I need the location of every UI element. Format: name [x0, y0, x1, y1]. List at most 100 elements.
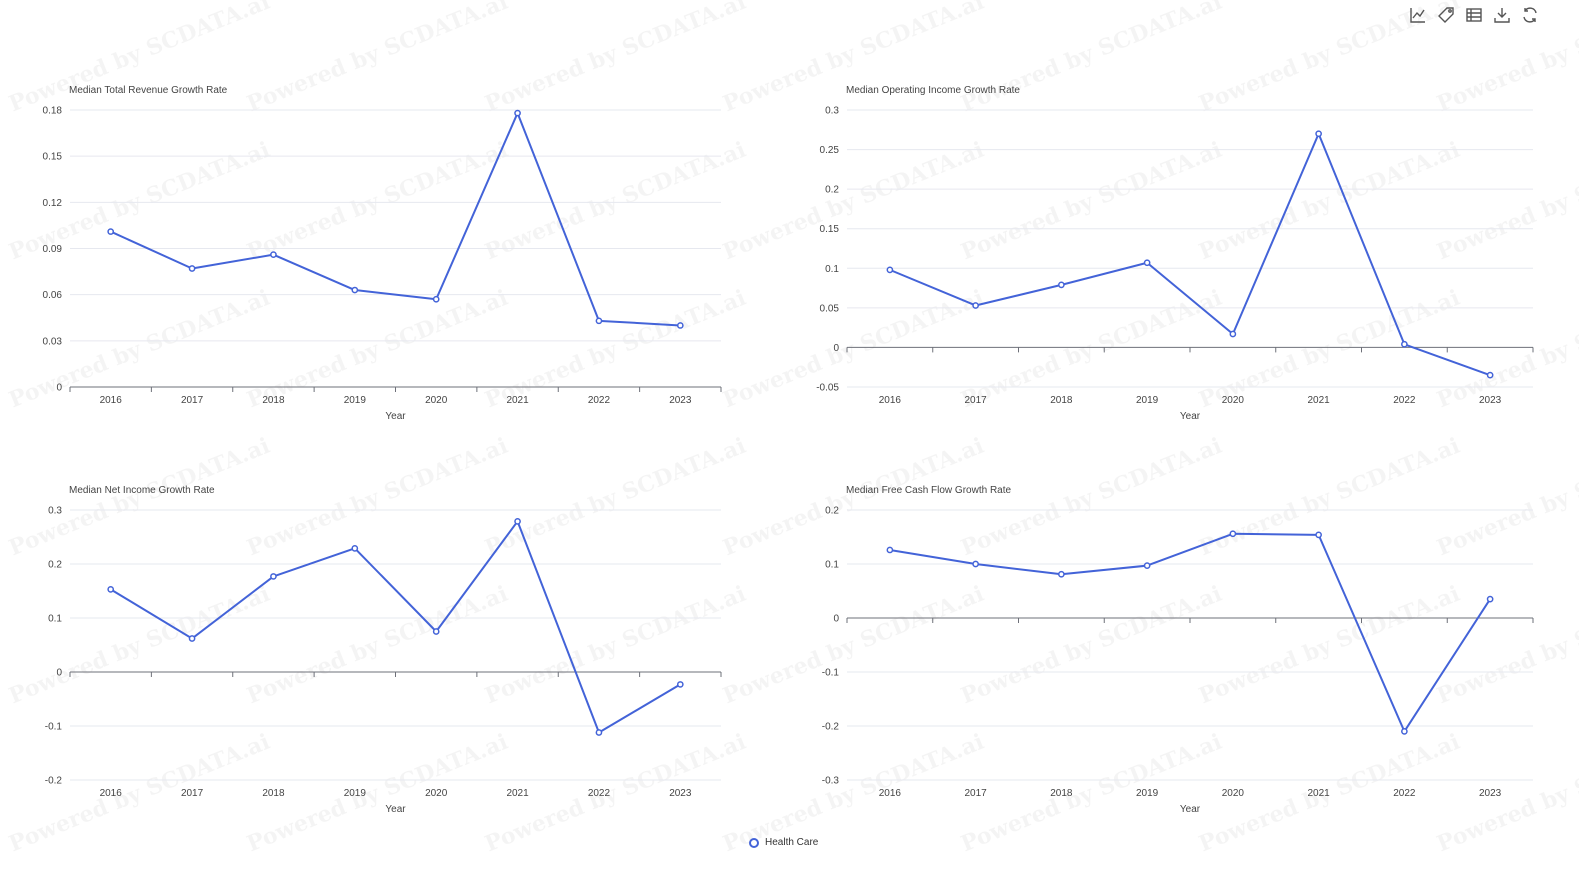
line-chart-button[interactable] [1409, 6, 1427, 24]
y-tick-label: 0.2 [48, 560, 62, 571]
x-tick-label: 2019 [1136, 788, 1159, 799]
tag-button[interactable] [1437, 6, 1455, 24]
chart-panel-1: Median Total Revenue Growth Rate 0 0.03 0.0… [43, 85, 722, 422]
x-tick-label: 2019 [344, 788, 367, 799]
data-point [351, 544, 359, 552]
restore-button[interactable] [1521, 6, 1539, 24]
chart-title: Median Net Income Growth Rate [69, 485, 215, 496]
data-point [1486, 371, 1494, 379]
line-chart-icon [1410, 8, 1425, 23]
data-point [1143, 259, 1151, 267]
legend-marker-icon [749, 837, 759, 848]
y-tick-label: -0.1 [45, 722, 63, 733]
y-tick-label: 0.25 [820, 145, 840, 156]
y-tick-label: -0.1 [822, 668, 840, 679]
data-point [432, 295, 440, 303]
y-tick-label: 0.2 [825, 185, 839, 196]
data-point [886, 266, 894, 274]
y-tick-label: -0.2 [822, 722, 840, 733]
data-point [1315, 531, 1322, 539]
data-point [107, 586, 115, 593]
y-tick-label: 0.12 [43, 198, 63, 209]
y-tick-label: 0.3 [825, 106, 839, 117]
x-tick-label: 2021 [1308, 395, 1331, 406]
x-tick-label: 2017 [181, 395, 204, 406]
y-tick-label: 0 [56, 668, 62, 679]
x-tick-label: 2016 [100, 395, 123, 406]
y-tick-label: -0.2 [45, 776, 63, 787]
y-tick-label: 0.15 [43, 152, 63, 163]
data-point [1229, 330, 1237, 338]
x-tick-label: 2023 [669, 395, 692, 406]
data-point [514, 517, 521, 525]
legend-label: Health Care [765, 837, 819, 848]
chart-title: Median Operating Income Growth Rate [846, 85, 1020, 96]
y-tick-label: 0.1 [48, 614, 62, 625]
data-point [1143, 562, 1151, 569]
data-view-button[interactable] [1465, 6, 1483, 24]
series-line [889, 132, 1491, 377]
data-point [595, 729, 603, 736]
x-tick-label: 2018 [262, 395, 285, 406]
x-tick-label: 2018 [1050, 788, 1073, 799]
data-point [972, 302, 979, 309]
y-tick-label: 0.18 [43, 106, 63, 117]
data-point [270, 573, 277, 580]
x-tick-label: 2022 [1393, 788, 1416, 799]
data-point [676, 681, 684, 688]
x-axis-label: Year [1180, 411, 1201, 422]
y-tick-label: 0.2 [825, 506, 839, 517]
data-point [188, 265, 196, 272]
x-tick-label: 2022 [1393, 395, 1416, 406]
x-tick-label: 2023 [669, 788, 692, 799]
data-point [595, 317, 603, 325]
x-tick-label: 2018 [1050, 395, 1073, 406]
data-point [1486, 595, 1494, 603]
series-line [110, 112, 681, 327]
series-line [110, 520, 681, 734]
x-tick-label: 2021 [506, 395, 529, 406]
y-tick-label: 0.06 [43, 290, 63, 301]
data-table-icon [1466, 8, 1482, 22]
series-line [889, 532, 1491, 733]
x-tick-label: 2016 [879, 395, 902, 406]
chart-panel-3: Median Net Income Growth Rate -0.2 -0.1 0 0.… [45, 485, 722, 815]
x-tick-label: 2023 [1479, 395, 1502, 406]
x-tick-label: 2016 [100, 788, 123, 799]
y-tick-label: 0.1 [825, 560, 839, 571]
x-tick-label: 2020 [425, 395, 448, 406]
chart-toolbar [1409, 6, 1539, 24]
chart-panel-4: Median Free Cash Flow Growth Rate -0.3 -0.… [822, 485, 1534, 815]
data-point [432, 628, 440, 635]
y-tick-label: 0.15 [820, 224, 840, 235]
data-point [1229, 530, 1237, 538]
save-image-button[interactable] [1493, 6, 1511, 24]
x-tick-label: 2017 [181, 788, 204, 799]
x-tick-label: 2021 [1308, 788, 1331, 799]
x-tick-label: 2019 [344, 395, 367, 406]
x-tick-label: 2019 [1136, 395, 1159, 406]
data-point [886, 546, 894, 554]
x-tick-label: 2023 [1479, 788, 1502, 799]
y-tick-label: -0.05 [816, 383, 839, 394]
y-tick-label: 0.1 [825, 264, 839, 275]
x-tick-label: 2020 [1222, 395, 1245, 406]
tag-icon [1438, 7, 1454, 23]
refresh-icon [1523, 7, 1537, 23]
x-tick-label: 2022 [588, 395, 611, 406]
data-point [1058, 570, 1065, 578]
x-tick-label: 2020 [1222, 788, 1245, 799]
data-point [270, 251, 277, 259]
y-tick-label: 0.03 [43, 336, 63, 347]
data-point [972, 560, 979, 568]
y-tick-label: 0 [833, 614, 839, 625]
data-point [1401, 728, 1408, 735]
data-point [1315, 130, 1322, 138]
legend-item-health-care[interactable]: Health Care [749, 837, 818, 848]
x-tick-label: 2018 [262, 788, 285, 799]
chart-title: Median Free Cash Flow Growth Rate [846, 485, 1012, 496]
x-tick-label: 2017 [965, 395, 988, 406]
data-point [1401, 340, 1408, 348]
